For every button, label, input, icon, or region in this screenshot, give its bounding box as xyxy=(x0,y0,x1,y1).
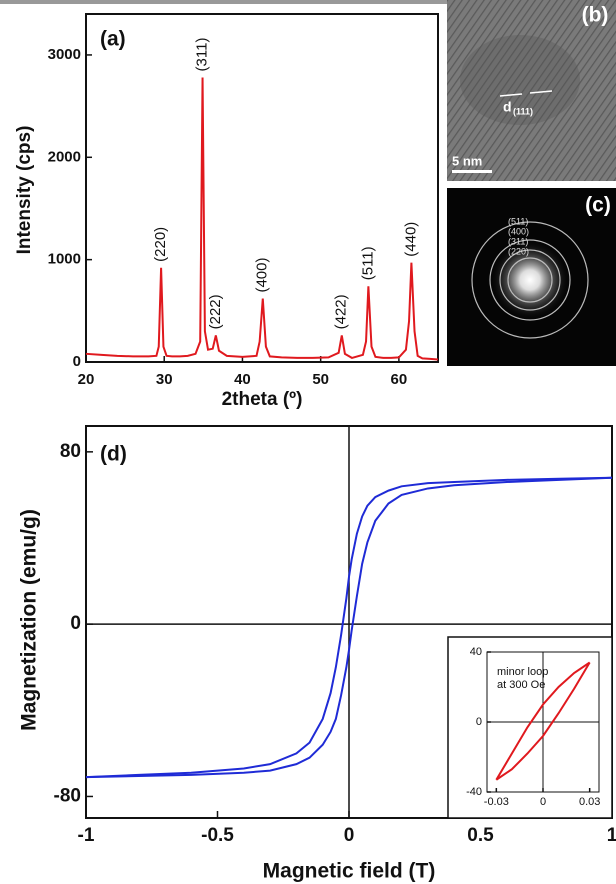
x-tick-label: -0.03 xyxy=(484,796,509,808)
peak-label: (422) xyxy=(333,294,350,329)
ring-label: (220) xyxy=(508,246,529,256)
spacing-label: d xyxy=(503,99,512,115)
spacing-index: (111) xyxy=(513,106,533,116)
panel-label: (c) xyxy=(585,194,611,217)
x-tick-label: 30 xyxy=(156,371,173,388)
x-tick-label: -0.5 xyxy=(201,825,234,846)
ring-label: (400) xyxy=(508,226,529,236)
annotation: minor loop xyxy=(497,666,548,678)
plot-frame xyxy=(85,13,439,363)
spacing-arrow xyxy=(499,93,523,97)
y-tick-label: 0 xyxy=(70,613,81,634)
scale-bar xyxy=(452,170,492,173)
spacing-arrow xyxy=(529,90,553,94)
peak-label: (222) xyxy=(207,294,224,329)
peak-label: (440) xyxy=(402,222,419,257)
x-tick-label: 40 xyxy=(234,371,251,388)
x-tick-label: 60 xyxy=(391,371,408,388)
peak-label: (511) xyxy=(359,246,376,280)
y-axis-label: Magnetization (emu/g) xyxy=(18,509,41,731)
peak-label: (220) xyxy=(152,227,169,262)
ring-label: (511) xyxy=(508,216,528,226)
x-tick-label: 1 xyxy=(607,825,616,846)
y-tick-label: 40 xyxy=(470,646,482,658)
x-tick-label: 50 xyxy=(312,371,329,388)
data-line xyxy=(495,661,591,781)
scale-bar-label: 5 nm xyxy=(452,153,482,168)
x-tick-label: 0 xyxy=(540,796,546,808)
y-tick-label: -40 xyxy=(466,786,482,798)
x-axis-label: Magnetic field (T) xyxy=(263,860,436,883)
y-tick-label: -80 xyxy=(54,785,81,806)
x-tick-label: -1 xyxy=(78,825,95,846)
header-bar xyxy=(0,0,616,4)
y-tick-label: 2000 xyxy=(48,148,81,165)
data-line xyxy=(85,476,613,779)
panel-label: (d) xyxy=(100,443,127,466)
x-tick-label: 20 xyxy=(78,371,95,388)
y-tick-label: 1000 xyxy=(48,251,81,268)
saed-rings xyxy=(471,221,589,339)
y-axis-label: Intensity (cps) xyxy=(14,126,35,255)
x-tick-label: 0.03 xyxy=(579,796,600,808)
x-tick-label: 0 xyxy=(344,825,355,846)
y-tick-label: 0 xyxy=(476,716,482,728)
inset-box xyxy=(447,636,613,819)
data-line xyxy=(85,476,613,779)
peak-label: (311) xyxy=(194,38,211,72)
ring-label: (311) xyxy=(508,236,528,246)
x-axis-label: 2theta (º) xyxy=(222,389,303,410)
y-tick-label: 80 xyxy=(60,441,81,462)
y-tick-label: 0 xyxy=(73,353,81,370)
y-tick-label: 3000 xyxy=(48,46,81,63)
panel-label: (b) xyxy=(582,4,609,27)
annotation: at 300 Oe xyxy=(497,679,545,691)
tem-shade xyxy=(460,35,580,125)
panel-label: (a) xyxy=(100,28,126,51)
data-line xyxy=(495,661,591,781)
saed-glow xyxy=(490,240,570,320)
data-line xyxy=(85,77,439,361)
tem-image xyxy=(447,0,616,181)
x-tick-label: 0.5 xyxy=(467,825,494,846)
peak-label: (400) xyxy=(254,258,271,293)
